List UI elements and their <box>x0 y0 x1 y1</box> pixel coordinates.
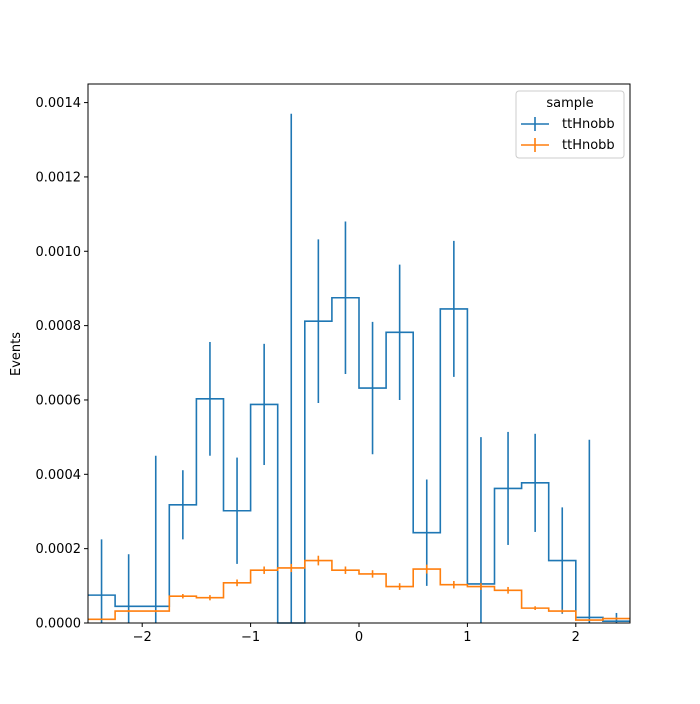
series-1-step-line <box>88 296 630 624</box>
y-axis-label: Events <box>9 332 24 376</box>
x-tick-label-2: −1 <box>241 630 260 645</box>
x-tick-label-5: 2 <box>572 630 580 645</box>
y-tick-label-1: 0.0000 <box>36 617 82 632</box>
legend-title: sample <box>546 96 593 111</box>
y-tick-label-5: 0.0008 <box>36 319 82 334</box>
x-tick-label-3: 0 <box>355 630 363 645</box>
legend-box <box>515 90 625 159</box>
legend: sample ttHnobb ttHnobb <box>515 90 625 159</box>
series-2-step-line <box>88 559 630 621</box>
legend-entry-series-2: ttHnobb <box>521 138 615 153</box>
series-layer <box>88 113 630 624</box>
y-tick-label-6: 0.0010 <box>36 245 82 260</box>
series-1 <box>88 113 630 624</box>
legend-label-series-1: ttHnobb <box>562 117 615 132</box>
x-tick-label-1: −2 <box>133 630 152 645</box>
axes-layer: −2 −1 0 1 2 0.0000 0.0002 0.0004 0.0006 0.0008 0.0… <box>36 96 580 645</box>
y-tick-label-7: 0.0012 <box>36 170 82 185</box>
series-2 <box>88 555 630 621</box>
x-tick-label-4: 1 <box>463 630 471 645</box>
y-tick-label-2: 0.0002 <box>36 542 82 557</box>
legend-entry-series-1: ttHnobb <box>521 117 615 132</box>
y-tick-label-4: 0.0006 <box>36 393 82 408</box>
y-tick-label-8: 0.0014 <box>36 96 82 111</box>
legend-label-series-2: ttHnobb <box>562 138 615 153</box>
y-tick-label-3: 0.0004 <box>36 468 82 483</box>
